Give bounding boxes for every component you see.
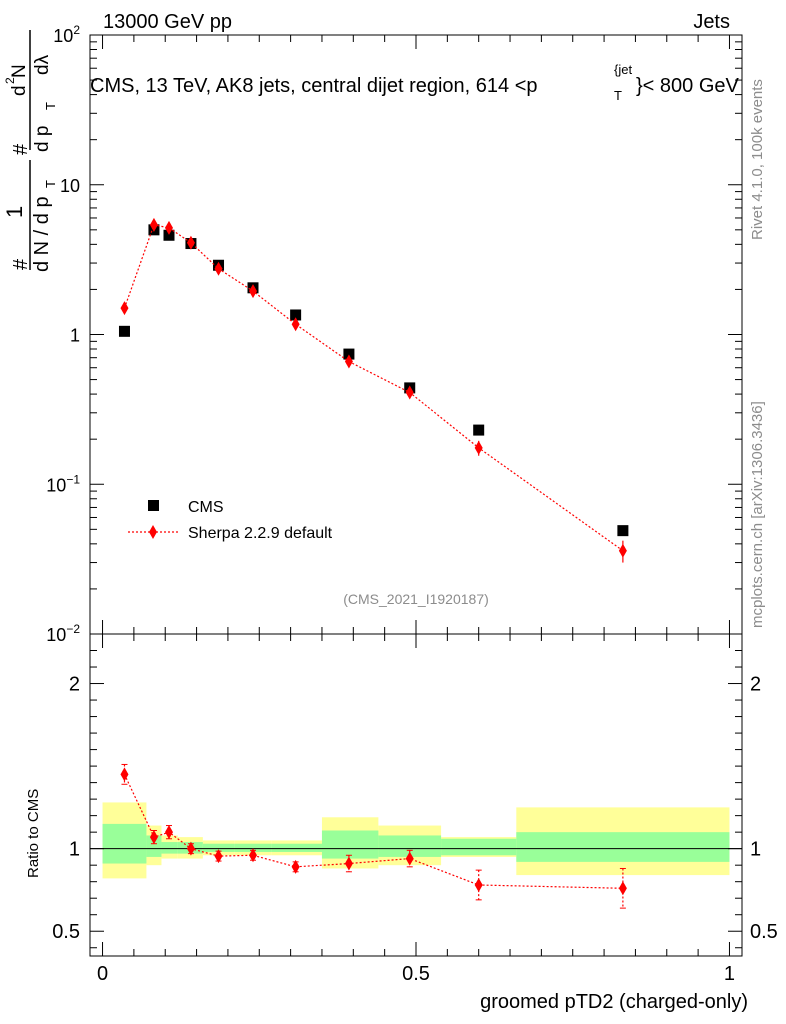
ratio-point-5 — [249, 848, 257, 863]
main-ytick-label-4: 10−2 — [46, 622, 80, 645]
sherpa-point-0 — [120, 301, 129, 316]
process-label: Jets — [693, 11, 730, 33]
sherpa-point-5 — [249, 284, 257, 299]
ylabel-dlambda: dλ — [32, 54, 53, 75]
cms-point-10 — [617, 525, 629, 537]
xtick-label-1: 0.5 — [402, 963, 430, 985]
ratio-point-0 — [120, 767, 129, 782]
ylabel-den-sub: T — [43, 180, 58, 188]
xtick-label-0: 0 — [97, 963, 108, 985]
cms-point-6 — [290, 309, 302, 321]
band-inner-2 — [161, 842, 178, 854]
band-inner-5 — [234, 843, 272, 852]
ylabel-den: d N / d p — [31, 196, 53, 272]
ylabel-num-sup: 2 — [3, 77, 17, 84]
ratio-ylabel: Ratio to CMS — [25, 789, 42, 878]
ylabel-num1: # — [10, 258, 32, 270]
xtick-label-2: 1 — [724, 963, 735, 985]
band-inner-0 — [102, 823, 147, 864]
ylabel-den2-sub: T — [43, 102, 58, 110]
legend-label-sherpa: Sherpa 2.2.9 default — [188, 525, 333, 542]
ratio-bands — [102, 802, 730, 879]
ylabel-one: 1 — [2, 206, 27, 218]
main-ytick-label-2: 1 — [70, 326, 80, 346]
cms-point-7 — [343, 348, 355, 360]
ylabel-den2: d p — [32, 126, 53, 152]
legend-marker-cms — [148, 500, 159, 511]
cms-point-9 — [473, 424, 485, 436]
ratio-ytick-label-right-0: 2 — [750, 674, 761, 696]
main-ytick-label-1: 10 — [60, 176, 80, 196]
main-frame — [89, 34, 743, 635]
ylabel-num-n: N — [9, 64, 30, 78]
band-inner-4 — [202, 843, 235, 852]
xlabel: groomed pTD2 (charged-only) — [480, 991, 748, 1013]
main-ytick-label-3: 10−1 — [46, 472, 80, 495]
plot-title-end: }< 800 GeV — [636, 75, 740, 97]
analysis-id: (CMS_2021_I1920187) — [343, 591, 489, 607]
ylabel-num2: # — [10, 143, 32, 155]
sherpa-point-9 — [474, 440, 483, 455]
ratio-ytick-label-0: 2 — [69, 674, 80, 696]
legend: CMS Sherpa 2.2.9 default — [128, 499, 333, 542]
main-ytick-label-0: 102 — [53, 23, 80, 46]
ratio-point-4 — [214, 849, 223, 864]
ratio-frame — [89, 633, 743, 957]
ratio-ytick-label-right-2: 0.5 — [750, 921, 778, 943]
ratio-point-1 — [149, 830, 158, 845]
plot-title: CMS, 13 TeV, AK8 jets, central dijet reg… — [90, 62, 740, 103]
sherpa-point-3 — [186, 235, 195, 250]
ratio-point-10 — [618, 881, 627, 896]
ylabel-num-d: d — [9, 85, 30, 96]
plot-title-sup: {jet — [614, 62, 632, 77]
ratio-ytick-label-1: 1 — [69, 839, 80, 861]
legend-label-cms: CMS — [188, 499, 224, 516]
main-ylabel: # 1 d N / d p T # d 2 N d p T dλ — [2, 30, 58, 272]
ratio-ytick-label-right-1: 1 — [750, 839, 761, 861]
cms-point-0 — [118, 325, 130, 337]
legend-marker-sherpa — [149, 525, 157, 539]
band-inner-7 — [321, 830, 379, 859]
sherpa-point-6 — [291, 317, 300, 332]
ratio-ytick-label-2: 0.5 — [52, 921, 80, 943]
band-inner-10 — [516, 832, 730, 862]
plot-title-main: CMS, 13 TeV, AK8 jets, central dijet reg… — [90, 75, 538, 97]
site-tag: mcplots.cern.ch [arXiv:1306.3436] — [749, 401, 766, 628]
sherpa-point-4 — [214, 261, 223, 276]
sherpa-point-10 — [618, 543, 627, 558]
band-inner-8 — [378, 835, 442, 857]
sherpa-point-1 — [149, 217, 158, 232]
axes: 0 0.5 1 102 10 1 10−1 10−2 2 2 1 1 0.5 0.5 — [46, 23, 778, 985]
band-inner-9 — [441, 838, 517, 856]
band-inner-6 — [271, 843, 322, 852]
ratio-point-9 — [474, 877, 483, 892]
sherpa-point-8 — [405, 385, 414, 400]
rivet-tag: Rivet 4.1.0, 100k events — [749, 79, 766, 240]
band-inner-1 — [146, 835, 162, 857]
ratio-point-3 — [186, 841, 195, 856]
ratio-point-2 — [164, 825, 173, 840]
sherpa-point-2 — [164, 220, 173, 235]
ratio-point-7 — [344, 856, 353, 871]
ratio-point-6 — [291, 859, 300, 874]
sherpa-point-7 — [344, 354, 353, 369]
ratio-marks — [120, 763, 627, 909]
beam-label: 13000 GeV pp — [103, 11, 232, 33]
plot-title-sub: T — [614, 88, 622, 103]
cms-point-2 — [163, 229, 175, 241]
ratio-point-8 — [405, 851, 414, 866]
main-marks — [118, 217, 629, 563]
